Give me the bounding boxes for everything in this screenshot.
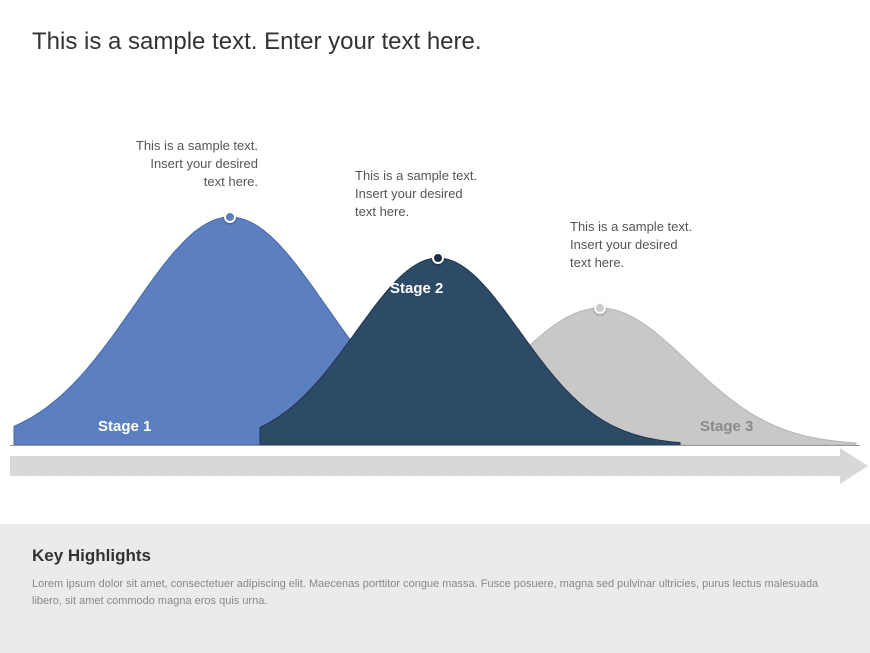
timeline-arrow-bar (10, 456, 840, 476)
stage-label-2: Stage 2 (390, 280, 443, 297)
stage-label-3: Stage 3 (700, 418, 753, 435)
callout-line: Insert your desired (355, 185, 535, 203)
highlights-title: Key Highlights (32, 546, 838, 566)
key-highlights-box: Key Highlights Lorem ipsum dolor sit ame… (0, 524, 870, 653)
callout-line: This is a sample text. (570, 218, 750, 236)
peak-marker-1 (224, 211, 236, 223)
callout-line: text here. (78, 173, 258, 191)
highlights-body: Lorem ipsum dolor sit amet, consectetuer… (32, 576, 838, 609)
peak-marker-3 (594, 302, 606, 314)
callout-line: text here. (570, 254, 750, 272)
callout-2: This is a sample text.Insert your desire… (355, 167, 535, 222)
callout-line: Insert your desired (78, 155, 258, 173)
stage-label-1: Stage 1 (98, 418, 151, 435)
callout-line: This is a sample text. (355, 167, 535, 185)
callout-3: This is a sample text.Insert your desire… (570, 218, 750, 273)
callout-line: text here. (355, 203, 535, 221)
slide-title: This is a sample text. Enter your text h… (32, 28, 482, 56)
callout-line: Insert your desired (570, 236, 750, 254)
callout-1: This is a sample text.Insert your desire… (78, 137, 258, 192)
peak-marker-2 (432, 252, 444, 264)
timeline-arrow-head (840, 448, 868, 484)
callout-line: This is a sample text. (78, 137, 258, 155)
baseline (10, 445, 860, 446)
